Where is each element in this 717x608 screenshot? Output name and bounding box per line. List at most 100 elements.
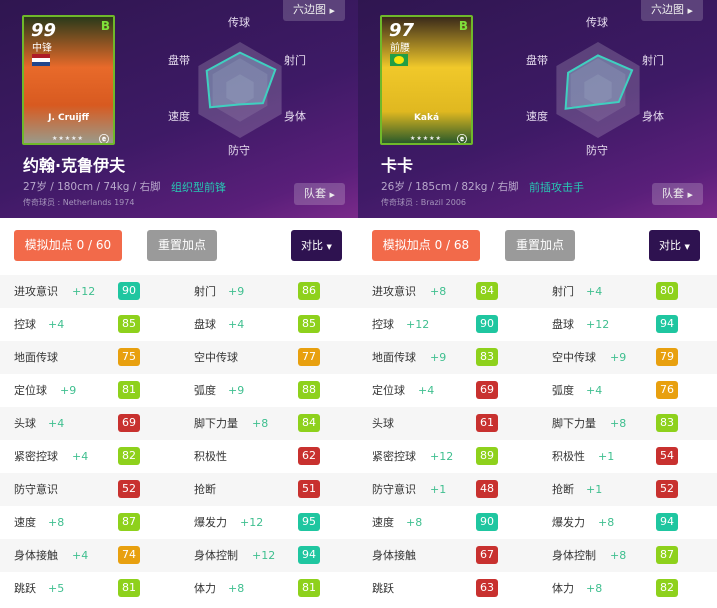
radar-label: 射门: [284, 54, 306, 67]
radar-label: 传球: [228, 16, 250, 29]
stat-bonus: +12: [406, 318, 430, 331]
caret-down-icon: ▼: [684, 243, 690, 251]
stat-value-badge: 89: [476, 447, 498, 465]
radar-label: 盘带: [168, 54, 190, 67]
radar-label: 速度: [168, 110, 190, 123]
radar-label: 盘带: [526, 54, 548, 67]
stat-bonus: +4: [48, 318, 65, 331]
stat-row: 身体接触 67 身体控制 +8 87: [358, 539, 717, 572]
stat-value-badge: 82: [118, 447, 140, 465]
compare-dropdown[interactable]: 对比 ▼: [649, 230, 700, 261]
compare-dropdown[interactable]: 对比 ▼: [291, 230, 342, 261]
stat-value-badge: 67: [476, 546, 498, 564]
stat-label: 身体接触: [372, 549, 416, 562]
stat-row: 地面传球 +9 83 空中传球 +9 79: [358, 341, 717, 374]
stat-label: 头球: [14, 417, 36, 430]
stat-value-badge: 48: [476, 480, 498, 498]
stat-bonus: +9: [228, 285, 245, 298]
stat-bonus: +1: [586, 483, 603, 496]
hexagon-chart-button[interactable]: 六边图 ▶: [283, 0, 345, 21]
caret-right-icon: ▶: [687, 191, 693, 199]
brazil-flag-icon: [390, 54, 408, 66]
stat-label: 弧度: [194, 384, 216, 397]
stat-value-badge: 75: [118, 348, 140, 366]
player-card[interactable]: 99 中锋 B J. Cruijff ★★★★★ ⓔ: [22, 15, 115, 145]
stat-bonus: +8: [430, 285, 447, 298]
player-legend-info: 传奇球员 : Netherlands 1974: [23, 198, 135, 207]
reset-points-button[interactable]: 重置加点: [147, 230, 217, 261]
stat-bonus: +12: [430, 450, 454, 463]
stat-row: 防守意识 +1 48 抢断 +1 52: [358, 473, 717, 506]
radar-grid: [198, 42, 282, 138]
player-header: 97 前腰 B Kaká ★★★★★ ⓔ 六边图 ▶ 传球 射门 身体 防守 速度 盘带 …: [358, 0, 717, 218]
stat-label: 控球: [14, 318, 36, 331]
stat-value-badge: 90: [476, 315, 498, 333]
stat-label: 射门: [552, 285, 574, 298]
stat-value-badge: 51: [298, 480, 320, 498]
simulate-points-button[interactable]: 模拟加点 0 / 60: [14, 230, 122, 261]
radar-label: 传球: [586, 16, 608, 29]
stat-bonus: +1: [430, 483, 447, 496]
card-player-name: Kaká: [413, 113, 440, 123]
radar-player-shape: [564, 54, 634, 110]
player-info: 26岁 / 185cm / 82kg / 右脚: [381, 181, 519, 193]
stat-row: 控球 +12 90 盘球 +12 94: [358, 308, 717, 341]
stat-label: 脚下力量: [194, 417, 238, 430]
player-panel: 97 前腰 B Kaká ★★★★★ ⓔ 六边图 ▶ 传球 射门 身体 防守 速度 盘带 …: [358, 0, 717, 608]
stat-label: 脚下力量: [552, 417, 596, 430]
radar-label: 防守: [228, 144, 250, 157]
stat-row: 防守意识 52 抢断 51: [0, 473, 359, 506]
stat-label: 抢断: [194, 483, 216, 496]
stat-label: 紧密控球: [14, 450, 58, 463]
stat-bonus: +4: [72, 450, 89, 463]
stat-label: 地面传球: [372, 351, 416, 364]
simulate-points-button[interactable]: 模拟加点 0 / 68: [372, 230, 480, 261]
stat-label: 进攻意识: [14, 285, 58, 298]
stat-label: 盘球: [552, 318, 574, 331]
stat-bonus: +4: [586, 285, 603, 298]
kit-button[interactable]: 队套 ▶: [294, 183, 345, 205]
stat-label: 体力: [194, 582, 216, 595]
position: 中锋: [32, 43, 52, 54]
stat-bonus: +8: [610, 417, 627, 430]
stat-value-badge: 86: [298, 282, 320, 300]
stat-bonus: +12: [240, 516, 264, 529]
stat-value-badge: 85: [298, 315, 320, 333]
stat-value-badge: 83: [476, 348, 498, 366]
stat-label: 紧密控球: [372, 450, 416, 463]
player-name: 卡卡: [381, 156, 414, 175]
stat-row: 紧密控球 +4 82 积极性 62: [0, 440, 359, 473]
stat-value-badge: 85: [118, 315, 140, 333]
radar-label: 防守: [586, 144, 608, 157]
reset-points-button[interactable]: 重置加点: [505, 230, 575, 261]
stat-label: 定位球: [372, 384, 405, 397]
stat-value-badge: 90: [476, 513, 498, 531]
stat-value-badge: 54: [656, 447, 678, 465]
stat-label: 防守意识: [372, 483, 416, 496]
hexagon-chart-button[interactable]: 六边图 ▶: [641, 0, 703, 21]
caret-down-icon: ▼: [326, 243, 332, 251]
player-header: 99 中锋 B J. Cruijff ★★★★★ ⓔ 六边图 ▶ 传球 射门 身体防…: [0, 0, 359, 218]
grade-badge: B: [100, 19, 110, 33]
stat-value-badge: 81: [118, 381, 140, 399]
overall-rating: 97: [389, 20, 415, 41]
stat-row: 速度 +8 87 爆发力 +12 95: [0, 506, 359, 539]
stat-row: 进攻意识 +12 90 射门 +9 86: [0, 275, 359, 308]
overall-rating: 99: [31, 20, 57, 41]
radar-grid: [584, 74, 612, 106]
stat-bonus: +8: [228, 582, 245, 595]
stat-value-badge: 80: [656, 282, 678, 300]
kit-button[interactable]: 队套 ▶: [652, 183, 703, 205]
stat-label: 地面传球: [14, 351, 58, 364]
stat-bonus: +8: [48, 516, 65, 529]
stat-value-badge: 52: [656, 480, 678, 498]
player-card[interactable]: 97 前腰 B Kaká ★★★★★ ⓔ: [380, 15, 473, 145]
stat-label: 抢断: [552, 483, 574, 496]
stat-label: 射门: [194, 285, 216, 298]
caret-right-icon: ▶: [329, 7, 335, 15]
stat-value-badge: 69: [118, 414, 140, 432]
stat-row: 控球 +4 85 盘球 +4 85: [0, 308, 359, 341]
efootball-logo-icon: ⓔ: [99, 135, 109, 145]
radar-label: 身体: [642, 110, 664, 123]
stat-bonus: +1: [598, 450, 615, 463]
